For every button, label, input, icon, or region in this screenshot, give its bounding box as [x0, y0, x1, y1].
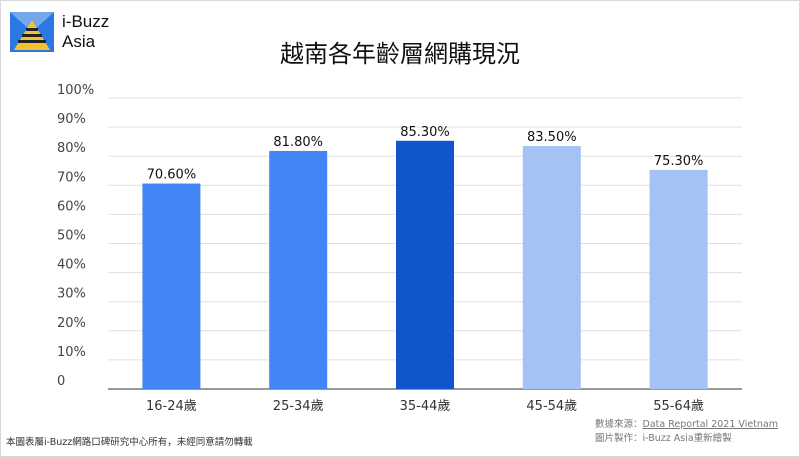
data-label: 75.30%	[654, 154, 704, 169]
made-by-note: 圖片製作：i-Buzz Asia重新繪製	[595, 433, 732, 444]
data-label: 81.80%	[273, 135, 323, 150]
data-label: 83.50%	[527, 130, 577, 145]
y-tick-label: 90%	[57, 112, 86, 127]
bar	[396, 140, 454, 389]
data-label: 70.60%	[147, 168, 197, 183]
y-tick-label: 100%	[57, 83, 94, 98]
data-label: 85.30%	[400, 125, 450, 140]
brand-name: i-Buzz Asia	[62, 12, 109, 52]
x-tick-label: 45-54歲	[526, 399, 577, 414]
copyright-note: 本圖表屬i-Buzz網路口碑研究中心所有，未經同意請勿轉載	[6, 437, 253, 448]
y-tick-label: 40%	[57, 258, 86, 273]
y-tick-label: 30%	[57, 287, 86, 302]
bar	[522, 146, 581, 389]
chart-title: 越南各年齡層網購現況	[280, 40, 520, 68]
y-tick-label: 80%	[57, 141, 86, 156]
y-tick-label: 0	[57, 374, 65, 389]
bar	[142, 183, 201, 389]
bar	[269, 150, 328, 389]
y-tick-label: 10%	[57, 345, 86, 360]
x-tick-label: 16-24歲	[146, 399, 197, 414]
y-tick-label: 60%	[57, 199, 86, 214]
source-link[interactable]: Data Reportal 2021 Vietnam	[642, 419, 778, 430]
source-prefix: 數據來源：	[595, 419, 643, 430]
bar	[649, 169, 708, 389]
source-note: 數據來源：Data Reportal 2021 Vietnam 圖片製作：i-B…	[595, 418, 778, 446]
x-tick-label: 55-64歲	[653, 399, 704, 414]
ibuzz-logo	[10, 12, 54, 52]
brand-line1: i-Buzz	[62, 12, 110, 31]
y-tick-label: 20%	[57, 316, 86, 331]
x-tick-label: 35-44歲	[400, 399, 451, 414]
y-tick-label: 70%	[57, 170, 86, 185]
x-tick-label: 25-34歲	[273, 399, 324, 414]
y-tick-label: 50%	[57, 229, 86, 244]
brand-line2: Asia	[62, 32, 96, 51]
